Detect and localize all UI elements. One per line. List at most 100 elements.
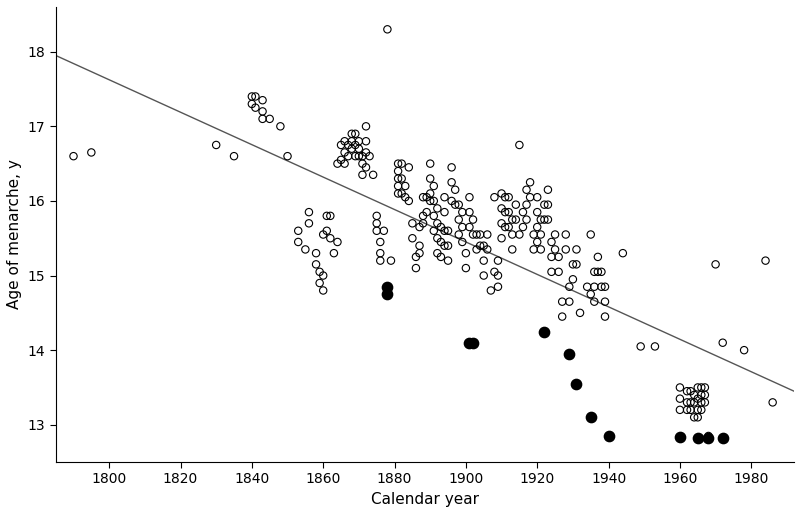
Point [356,159,368,168]
Point [210,141,223,149]
Point [695,383,708,392]
Point [674,395,686,403]
Point [381,25,394,33]
Point [413,223,426,231]
Point [342,141,355,149]
Point [434,223,447,231]
Point [517,223,529,231]
Point [413,242,426,250]
Point [477,256,490,265]
Point [335,156,348,164]
Point [538,200,551,209]
Point [545,268,558,276]
Point [370,219,383,227]
Point [384,256,397,265]
Point [445,178,458,187]
Point [684,398,697,407]
Point [534,245,547,253]
Point [456,223,469,231]
Point [338,137,351,145]
Point [424,174,437,182]
Point [492,256,505,265]
Point [691,434,704,443]
Point [409,253,422,261]
Point [438,208,451,216]
Point [360,163,372,172]
Point [538,327,551,336]
Point [595,283,608,291]
Point [527,245,540,253]
Point [481,245,493,253]
Point [441,242,454,250]
Point [449,186,461,194]
Point [702,432,714,440]
Point [509,200,522,209]
Point [245,100,258,108]
Point [634,342,647,351]
Point [506,245,519,253]
Point [417,219,429,227]
Point [467,339,480,347]
Point [316,286,329,295]
Point [463,223,476,231]
Point [502,193,515,201]
Point [395,159,408,168]
Point [374,249,387,258]
Point [438,242,451,250]
Point [453,200,465,209]
Point [524,178,537,187]
Point [541,186,554,194]
Point [424,197,437,205]
Point [488,268,501,276]
Point [549,245,562,253]
Point [463,208,476,216]
Point [392,167,405,175]
Point [438,227,451,235]
Point [345,144,358,153]
Point [534,230,547,238]
Point [299,245,312,253]
Point [477,271,490,280]
Point [695,406,708,414]
Point [428,227,441,235]
Point [499,223,512,231]
Point [556,313,569,321]
Point [363,152,376,160]
Point [413,249,426,258]
Point [438,193,451,201]
Point [227,152,240,160]
Point [520,186,533,194]
Point [421,208,433,216]
Point [370,212,383,220]
Point [381,283,394,291]
Point [617,249,630,258]
Point [598,313,611,321]
Point [509,215,522,224]
Point [499,208,512,216]
Point [681,387,694,395]
Point [367,171,380,179]
Point [527,230,540,238]
Point [541,215,554,224]
Point [584,290,597,298]
Point [463,339,476,347]
Point [598,283,611,291]
Point [598,298,611,306]
Point [460,264,473,272]
Point [524,193,537,201]
Point [431,204,444,212]
Point [431,234,444,243]
Point [406,219,419,227]
Point [688,413,701,421]
Point [360,137,372,145]
Point [691,383,704,392]
Point [374,238,387,246]
Point [370,227,383,235]
Point [434,253,447,261]
Point [495,204,508,212]
Point [698,383,711,392]
Point [417,212,429,220]
Point [534,215,547,224]
Point [249,103,262,112]
Point [338,149,351,157]
